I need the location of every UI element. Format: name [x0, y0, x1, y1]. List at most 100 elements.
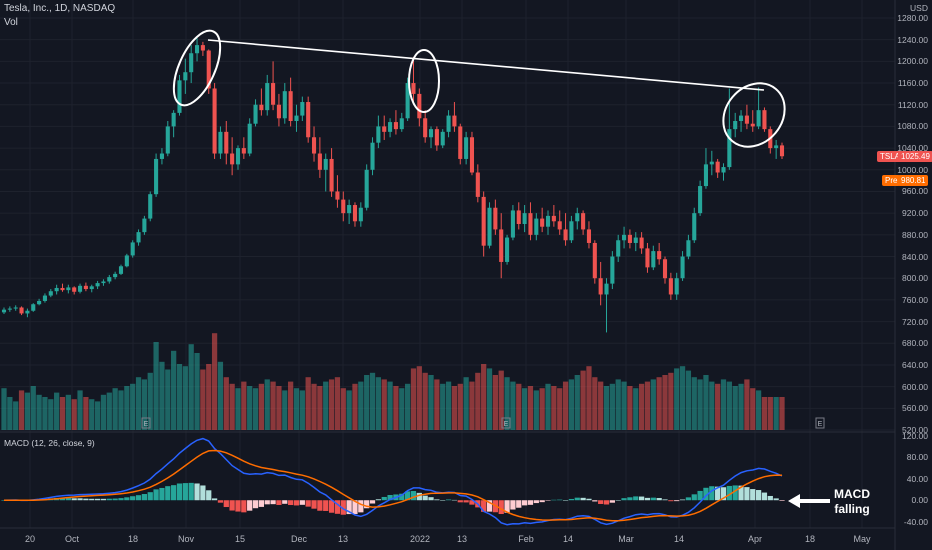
candle-body — [592, 242, 597, 279]
candle-body — [317, 153, 322, 170]
candle-body — [224, 131, 229, 154]
candle-body — [458, 126, 463, 159]
candle-body — [300, 102, 305, 116]
macd-histogram-bar — [410, 491, 417, 501]
candle-body — [686, 240, 691, 257]
volume-bar — [755, 390, 762, 430]
macd-histogram-bar — [323, 500, 329, 511]
macd-histogram-bar — [188, 482, 194, 501]
volume-bar — [463, 377, 469, 430]
candle-body — [651, 251, 656, 268]
volume-bar — [779, 397, 785, 430]
volume-bar — [557, 388, 563, 430]
macd-histogram-bar — [100, 498, 107, 501]
time-tick-label: 2022 — [409, 534, 431, 544]
macd-histogram-bar — [592, 500, 598, 502]
macd-histogram-bar — [486, 500, 493, 512]
macd-histogram-bar — [217, 500, 224, 503]
price-tick-label: 880.00 — [902, 229, 928, 240]
candle-body — [534, 218, 539, 235]
macd-histogram-bar — [1, 500, 7, 501]
candle-body — [750, 123, 755, 127]
macd-histogram-bar — [299, 500, 305, 505]
volume-bar — [54, 392, 60, 430]
volume-bar — [545, 383, 551, 430]
macd-histogram-bar — [621, 498, 627, 501]
volume-bar — [761, 397, 768, 430]
candle-body — [48, 291, 53, 296]
macd-histogram-bar — [685, 497, 692, 501]
trendline — [207, 39, 765, 91]
candle-body — [265, 83, 270, 111]
macd-histogram-bar — [674, 500, 680, 502]
volume-bar — [217, 361, 224, 430]
candle-body — [136, 232, 141, 243]
macd-histogram-bar — [194, 483, 200, 501]
candle-body — [200, 45, 205, 51]
volume-bar — [252, 388, 259, 430]
candle-body — [7, 308, 12, 310]
candle-body — [306, 102, 311, 138]
macd-histogram-bar — [527, 500, 534, 505]
candle-body — [493, 207, 498, 230]
macd-histogram-bar — [457, 500, 463, 503]
volume-bar — [533, 390, 539, 430]
macd-histogram-bar — [738, 485, 744, 501]
macd-histogram-bar — [404, 491, 411, 501]
price-tick-label: 1000.00 — [897, 164, 928, 175]
candle-body — [434, 129, 439, 146]
candle-body — [505, 237, 510, 262]
volume-bar — [773, 397, 779, 430]
volume-bar — [375, 377, 382, 430]
macd-histogram-bar — [317, 500, 323, 511]
time-tick-label: 18 — [127, 534, 139, 544]
macd-histogram-bar — [276, 500, 282, 505]
volume-bar — [77, 390, 83, 430]
candle-body — [364, 169, 369, 208]
volume-bar — [551, 386, 557, 430]
candle-body — [130, 242, 135, 256]
candle-body — [124, 255, 129, 267]
candle-body — [540, 218, 545, 227]
candle-body — [259, 104, 264, 111]
macd-histogram-bar — [422, 495, 428, 501]
volume-bar — [364, 375, 370, 430]
time-tick-label: Nov — [177, 534, 195, 544]
macd-histogram-bar — [305, 500, 311, 507]
volume-bar — [410, 368, 417, 430]
macd-histogram-bar — [744, 487, 750, 501]
candle-body — [616, 240, 621, 257]
annotation-line-2: falling — [834, 502, 870, 516]
volume-bar — [720, 379, 727, 430]
macd-histogram-bar — [720, 487, 727, 501]
macd-histogram-bar — [59, 497, 66, 501]
candle-body — [72, 287, 77, 292]
macd-histogram-bar — [668, 500, 674, 502]
macd-histogram-bar — [638, 496, 645, 501]
price-tick-label: 1280.00 — [897, 13, 928, 23]
candle-body — [89, 286, 94, 290]
volume-bar — [182, 366, 188, 430]
volume-bar — [527, 386, 534, 430]
candle-body — [95, 283, 100, 287]
candle-body — [586, 229, 592, 243]
macd-histogram-bar — [732, 485, 738, 501]
candle-body — [551, 215, 556, 222]
volume-bar — [726, 381, 732, 430]
volume-bar — [24, 392, 31, 430]
volume-bar — [650, 379, 656, 430]
candle-body — [165, 126, 170, 154]
candle-body — [598, 278, 603, 295]
volume-bar — [738, 383, 744, 430]
volume-bar — [352, 383, 358, 430]
candle-body — [189, 53, 194, 73]
macd-histogram-bar — [510, 500, 516, 510]
candle-body — [522, 213, 527, 224]
macd-histogram-bar — [352, 500, 358, 514]
volume-bar — [475, 372, 481, 430]
candle-body — [393, 122, 398, 130]
candle-body — [341, 199, 346, 214]
candle-body — [212, 88, 217, 154]
candle-body — [645, 248, 650, 268]
